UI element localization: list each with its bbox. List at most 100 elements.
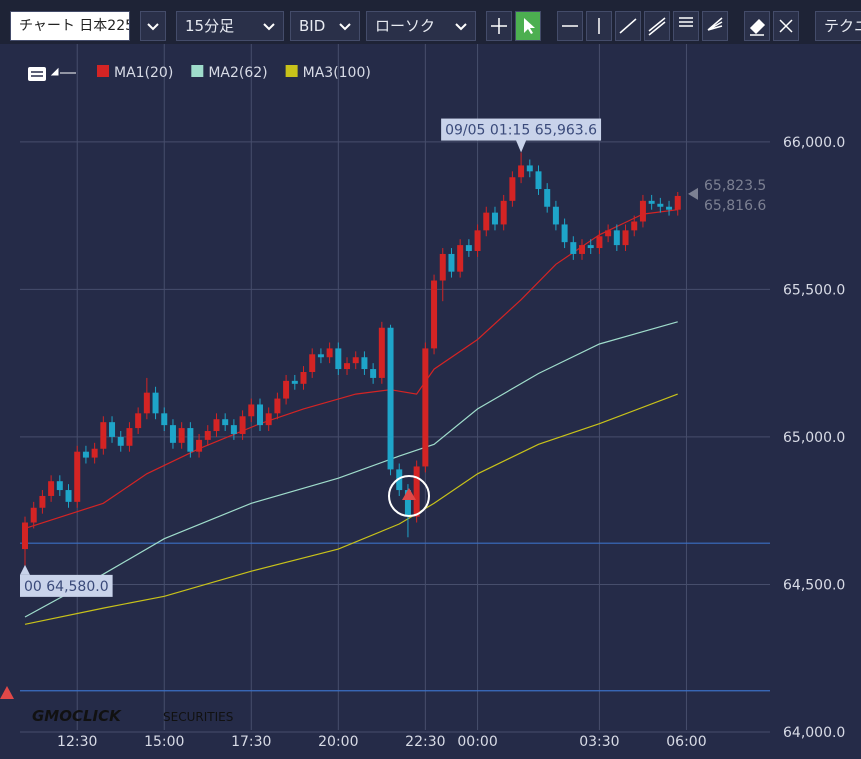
candle-body	[39, 495, 46, 508]
candle-body	[82, 451, 89, 458]
candle-body	[22, 522, 29, 550]
x-tick-label: 20:00	[318, 734, 358, 750]
y-tick-label: 65,500.0	[783, 282, 845, 298]
candle-body	[213, 419, 220, 432]
candle-body	[587, 245, 594, 249]
price-type[interactable]: BID	[290, 11, 360, 41]
y-tick-label: 65,000.0	[783, 430, 845, 446]
x-tick-label: 17:30	[231, 734, 271, 750]
interval[interactable]: 15分足	[176, 11, 284, 41]
trend-tool[interactable]	[615, 11, 641, 41]
candle-body	[169, 425, 176, 443]
candle-body	[117, 436, 124, 446]
candle-body	[605, 230, 612, 237]
x-tick-label: 00:00	[457, 734, 497, 750]
pointer-tool[interactable]	[515, 11, 541, 41]
candle-body	[352, 357, 359, 364]
fibo-fan-tool[interactable]	[702, 11, 728, 41]
signal-marker	[402, 488, 416, 500]
interval-text: 15分足	[185, 17, 235, 35]
candle-body	[396, 469, 403, 491]
candle-body	[579, 245, 586, 254]
y-tick-label: 66,000.0	[783, 135, 845, 151]
candle-body	[378, 327, 385, 378]
signal-marker	[0, 686, 14, 699]
candle-body	[196, 439, 203, 452]
channel-tool[interactable]	[644, 11, 670, 41]
technical-tab[interactable]: テクニ	[815, 11, 861, 41]
candle-body	[230, 425, 237, 434]
annotation-box	[20, 574, 113, 597]
symbol-dropdown[interactable]	[140, 11, 166, 41]
legend-swatch	[97, 65, 109, 77]
candle-body	[161, 413, 168, 426]
candle-body	[448, 253, 455, 272]
legend-swatch	[191, 65, 204, 77]
candle-body	[109, 422, 116, 437]
candle-body	[465, 245, 472, 252]
x-tick-label: 22:30	[405, 734, 445, 750]
candle-body	[474, 230, 481, 252]
y-tick-label: 64,500.0	[783, 577, 845, 593]
candle-body	[483, 212, 490, 231]
logo-sub: SECURITIES	[163, 710, 233, 724]
symbol[interactable]: チャート 日本225	[10, 11, 130, 41]
candle-body	[300, 372, 307, 384]
candle-body	[265, 413, 272, 426]
candle-body	[509, 177, 516, 201]
candle-body	[526, 165, 533, 172]
candle-body	[404, 490, 411, 517]
legend-icon	[28, 67, 76, 81]
eraser-tool[interactable]	[744, 11, 770, 41]
candle-body	[239, 416, 246, 434]
candle-body	[631, 221, 638, 231]
crosshair-tool[interactable]	[486, 11, 512, 41]
candle-body	[639, 200, 646, 222]
candle-body	[552, 206, 559, 225]
candle-body	[143, 392, 150, 414]
candle-body	[335, 348, 342, 370]
annotation-pointer	[20, 564, 31, 575]
x-tick-label: 12:30	[57, 734, 97, 750]
annotation-pointer	[516, 140, 527, 153]
vline-tool[interactable]	[586, 11, 612, 41]
candle-body	[666, 206, 673, 210]
fibo-retrace-tool[interactable]	[673, 11, 699, 41]
candle-body	[135, 413, 142, 429]
ma-line	[24, 209, 678, 529]
annotation: 00 64,580.0	[20, 564, 113, 597]
candle-body	[30, 507, 37, 523]
candle-body	[65, 490, 72, 502]
candle-body	[56, 481, 63, 491]
x-tick-label: 15:00	[144, 734, 184, 750]
candle-body	[657, 203, 664, 207]
candle-body	[48, 481, 55, 496]
candle-body	[222, 419, 229, 426]
candle-body	[648, 200, 655, 204]
candle-body	[674, 195, 681, 210]
ma-line	[24, 321, 678, 618]
candle-body	[91, 448, 98, 458]
candle-body	[561, 224, 568, 243]
candle-body	[570, 242, 577, 254]
candle-body	[422, 348, 429, 467]
candle-body	[544, 189, 551, 207]
toolbar: チャート 日本225 15分足 BID ローソク テクニ	[0, 0, 861, 44]
hline-tool[interactable]	[557, 11, 583, 41]
annotation: 09/05 01:15 65,963.6	[441, 118, 602, 153]
candle-body	[370, 369, 377, 378]
clear-tool[interactable]	[773, 11, 799, 41]
candle-body	[317, 354, 324, 358]
annotation-box	[441, 118, 602, 141]
candle-body	[283, 380, 290, 399]
candle-body	[326, 348, 333, 358]
chart-style[interactable]: ローソク	[366, 11, 476, 41]
candle-body	[457, 245, 464, 272]
annotation-label: 09/05 01:15 65,963.6	[445, 123, 597, 139]
candle-body	[248, 404, 255, 417]
last-price-label: 65,823.5	[704, 178, 766, 194]
candle-body	[309, 354, 316, 373]
candle-body	[187, 428, 194, 452]
